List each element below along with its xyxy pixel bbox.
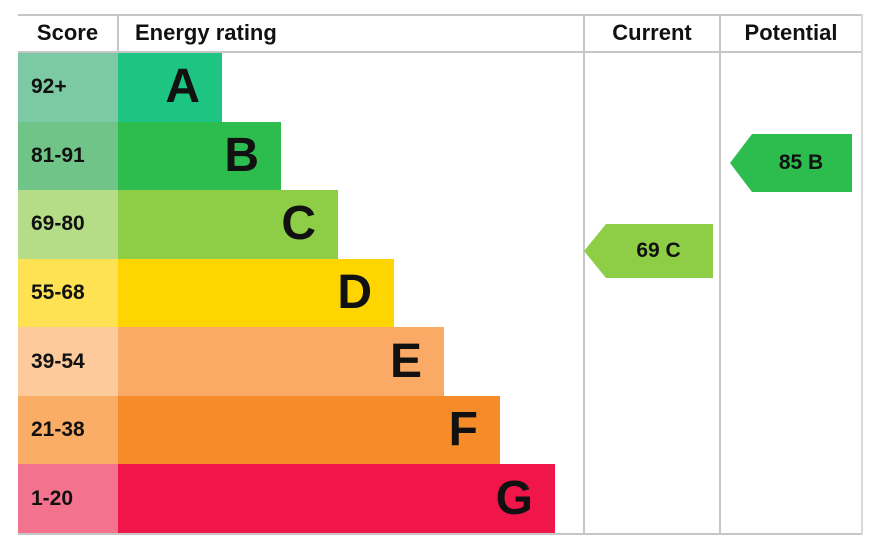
score-cell: 81-91 [18, 121, 118, 191]
table-row-g: 1-20 G [18, 464, 863, 534]
rating-bar-b: B [118, 121, 281, 191]
rating-bar-f: F [118, 395, 500, 465]
current-rating-arrow: 69 C [584, 224, 713, 278]
score-cell: 92+ [18, 53, 118, 122]
rating-bar-g: G [118, 464, 555, 534]
header-current-label: Current [612, 20, 692, 45]
score-cell: 39-54 [18, 327, 118, 396]
table-row-b: 81-91 B [18, 121, 863, 191]
header-score-label: Score [36, 20, 99, 45]
header-divider [18, 51, 863, 53]
table-row-c: 69-80 C [18, 190, 863, 259]
score-cell: 69-80 [18, 190, 118, 259]
table-bottom-border [18, 533, 863, 535]
header-potential-label: Potential [744, 20, 838, 45]
score-cell: 55-68 [18, 258, 118, 328]
current-column-divider [583, 14, 585, 535]
header-energy-rating-label: Energy rating [135, 20, 277, 45]
current-rating-label: 69 C [636, 239, 681, 262]
potential-column-divider [719, 14, 721, 535]
potential-rating-arrow: 85 B [730, 134, 852, 192]
score-cell: 21-38 [18, 395, 118, 465]
rating-bar-d: D [118, 258, 394, 328]
rating-bar-a: A [118, 53, 222, 122]
table-top-border [18, 14, 863, 16]
rating-bar-c: C [118, 190, 338, 259]
table-row-a: 92+ A [18, 53, 863, 122]
rating-rows: 92+ A 81-91 B 69-80 C 55-68 D 39-54 E 21… [18, 53, 863, 534]
table-right-border [861, 14, 863, 535]
score-column-divider [117, 14, 119, 53]
potential-rating-label: 85 B [778, 151, 824, 174]
score-cell: 1-20 [18, 464, 118, 534]
table-row-f: 21-38 F [18, 395, 863, 465]
table-row-e: 39-54 E [18, 327, 863, 396]
rating-bar-e: E [118, 327, 444, 396]
table-row-d: 55-68 D [18, 258, 863, 328]
